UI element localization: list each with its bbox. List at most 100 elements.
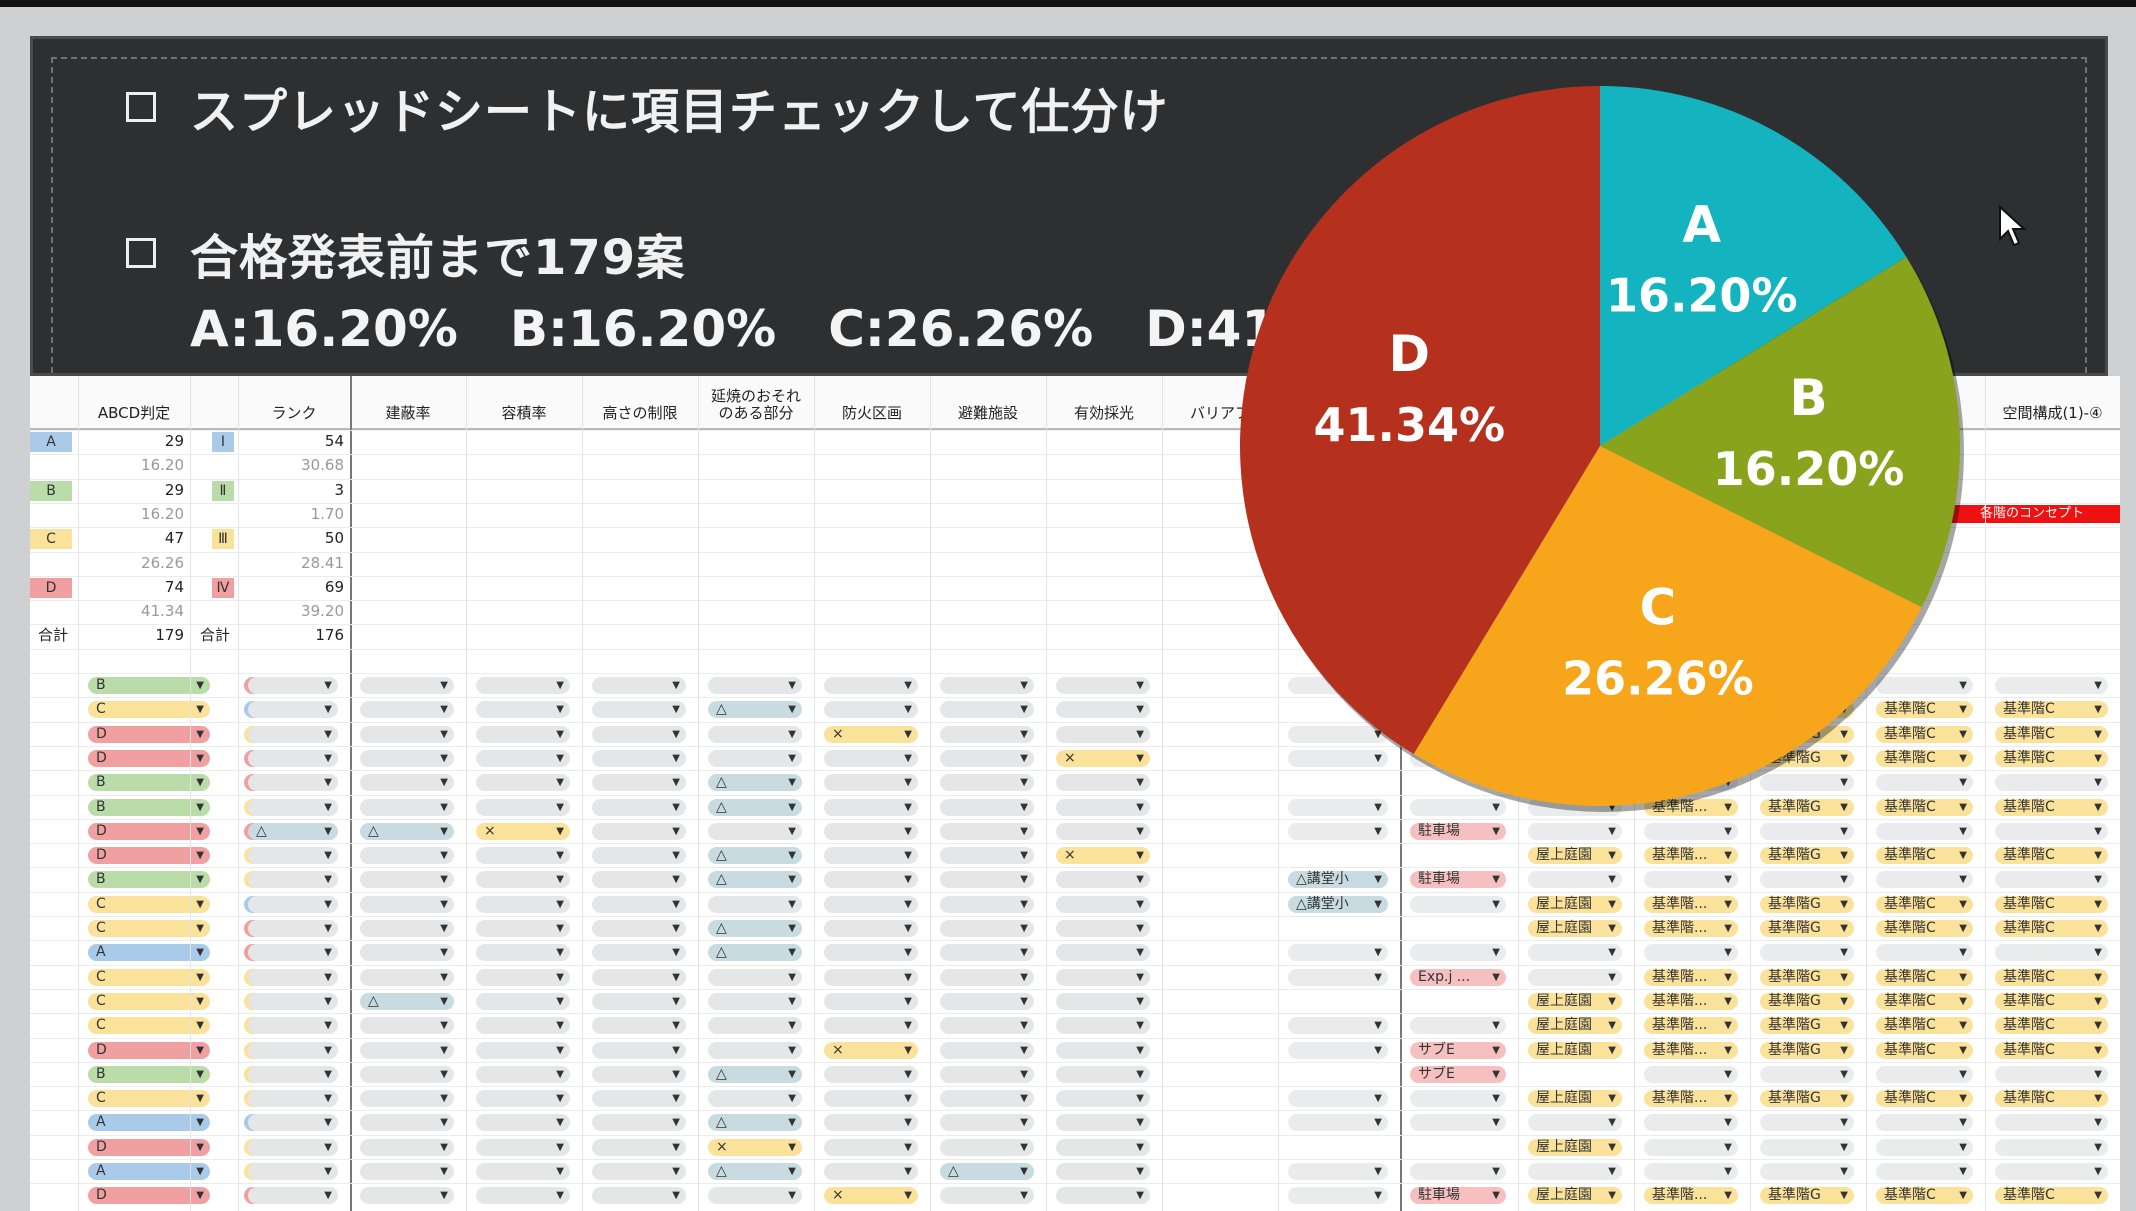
criteria-dropdown[interactable]: 基準階C ▼ (1995, 1187, 2108, 1205)
abcd-dropdown[interactable]: C ▼ (88, 895, 210, 913)
criteria-dropdown[interactable]: ▼ (360, 1090, 454, 1108)
criteria-dropdown[interactable]: ▼ (1410, 895, 1506, 913)
criteria-dropdown[interactable]: ▼ (476, 798, 570, 816)
criteria-dropdown[interactable]: ▼ (1288, 1041, 1388, 1059)
criteria-dropdown[interactable]: ▼ (360, 701, 454, 719)
criteria-dropdown[interactable]: ▼ (708, 1041, 802, 1059)
criteria-dropdown[interactable]: 基準階C ▼ (1876, 920, 1973, 937)
criteria-dropdown[interactable]: ▼ (248, 725, 338, 743)
criteria-dropdown[interactable]: ▼ (248, 1114, 338, 1132)
criteria-dropdown[interactable]: ▼ (824, 992, 918, 1010)
criteria-dropdown[interactable]: ▼ (248, 701, 338, 719)
criteria-dropdown[interactable]: ▼ (1644, 822, 1738, 840)
criteria-dropdown[interactable]: ▼ (1410, 1163, 1506, 1180)
criteria-dropdown[interactable]: △ ▼ (360, 822, 454, 840)
criteria-dropdown[interactable]: ▼ (592, 701, 686, 719)
criteria-dropdown[interactable]: ▼ (248, 798, 338, 816)
criteria-dropdown[interactable]: ▼ (1876, 1114, 1973, 1132)
criteria-dropdown[interactable]: 基準階... ▼ (1644, 1041, 1738, 1059)
criteria-dropdown[interactable]: ▼ (708, 749, 802, 767)
criteria-dropdown[interactable]: ▼ (824, 677, 918, 694)
criteria-dropdown[interactable]: ▼ (592, 749, 686, 767)
criteria-dropdown[interactable]: ▼ (248, 677, 338, 694)
criteria-dropdown[interactable]: ▼ (824, 968, 918, 986)
criteria-dropdown[interactable]: ▼ (1876, 774, 1973, 792)
criteria-dropdown[interactable]: 基準階C ▼ (1995, 749, 2108, 767)
criteria-dropdown[interactable]: ▼ (708, 1017, 802, 1035)
criteria-dropdown[interactable]: ▼ (708, 725, 802, 743)
criteria-dropdown[interactable]: 基準階C ▼ (1876, 847, 1973, 865)
criteria-dropdown[interactable]: ▼ (824, 847, 918, 865)
criteria-dropdown[interactable]: ▼ (940, 725, 1034, 743)
criteria-dropdown[interactable]: ▼ (824, 920, 918, 937)
abcd-dropdown[interactable]: A ▼ (88, 1114, 210, 1132)
criteria-dropdown[interactable]: ▼ (1056, 1138, 1150, 1156)
criteria-dropdown[interactable]: △ ▼ (708, 920, 802, 937)
criteria-dropdown[interactable]: ▼ (1995, 677, 2108, 694)
criteria-dropdown[interactable]: ▼ (476, 749, 570, 767)
criteria-dropdown[interactable]: ▼ (824, 895, 918, 913)
criteria-dropdown[interactable]: ▼ (248, 968, 338, 986)
criteria-dropdown[interactable]: 基準階G ▼ (1760, 920, 1854, 937)
criteria-dropdown[interactable]: ▼ (1644, 1163, 1738, 1180)
criteria-dropdown[interactable]: 屋上庭園 ▼ (1528, 1017, 1622, 1035)
criteria-dropdown[interactable]: 基準階... ▼ (1644, 1187, 1738, 1205)
criteria-dropdown[interactable]: ▼ (940, 920, 1034, 937)
criteria-dropdown[interactable]: ▼ (360, 1041, 454, 1059)
criteria-dropdown[interactable]: 基準階C ▼ (1876, 968, 1973, 986)
criteria-dropdown[interactable]: ▼ (1056, 1114, 1150, 1132)
criteria-dropdown[interactable]: ▼ (360, 895, 454, 913)
column-header[interactable]: ランク (271, 404, 317, 422)
criteria-dropdown[interactable]: ▼ (708, 1090, 802, 1108)
abcd-dropdown[interactable]: D ▼ (88, 749, 210, 767)
criteria-dropdown[interactable]: 基準階... ▼ (1644, 1017, 1738, 1035)
criteria-dropdown[interactable]: ▼ (1056, 798, 1150, 816)
criteria-dropdown[interactable]: ▼ (708, 992, 802, 1010)
criteria-dropdown[interactable]: ▼ (476, 920, 570, 937)
criteria-dropdown[interactable]: ▼ (476, 1114, 570, 1132)
column-header[interactable]: 高さの制限 (602, 404, 678, 422)
criteria-dropdown[interactable]: ▼ (1056, 1187, 1150, 1205)
criteria-dropdown[interactable]: 基準階C ▼ (1995, 1090, 2108, 1108)
criteria-dropdown[interactable]: ▼ (1056, 701, 1150, 719)
criteria-dropdown[interactable]: ▼ (1056, 871, 1150, 889)
criteria-dropdown[interactable]: ▼ (1056, 725, 1150, 743)
criteria-dropdown[interactable]: 基準階G ▼ (1760, 968, 1854, 986)
criteria-dropdown[interactable]: ▼ (360, 1114, 454, 1132)
criteria-dropdown[interactable]: 駐車場 ▼ (1410, 1187, 1506, 1205)
criteria-dropdown[interactable]: 基準階C ▼ (1876, 1187, 1973, 1205)
criteria-dropdown[interactable]: ▼ (1410, 1090, 1506, 1108)
criteria-dropdown[interactable]: ▼ (1410, 1114, 1506, 1132)
criteria-dropdown[interactable]: △ ▼ (360, 992, 454, 1010)
criteria-dropdown[interactable]: ▼ (476, 847, 570, 865)
criteria-dropdown[interactable]: ▼ (476, 1090, 570, 1108)
criteria-dropdown[interactable]: × ▼ (1056, 847, 1150, 865)
criteria-dropdown[interactable]: ▼ (592, 992, 686, 1010)
criteria-dropdown[interactable]: 基準階C ▼ (1995, 895, 2108, 913)
criteria-dropdown[interactable]: ▼ (940, 968, 1034, 986)
abcd-dropdown[interactable]: C ▼ (88, 701, 210, 719)
criteria-dropdown[interactable]: ▼ (592, 725, 686, 743)
criteria-dropdown[interactable]: ▼ (248, 944, 338, 962)
criteria-dropdown[interactable]: 基準階... ▼ (1644, 968, 1738, 986)
criteria-dropdown[interactable]: ▼ (360, 774, 454, 792)
criteria-dropdown[interactable]: ▼ (1056, 920, 1150, 937)
criteria-dropdown[interactable]: ▼ (476, 871, 570, 889)
criteria-dropdown[interactable]: ▼ (592, 968, 686, 986)
column-header[interactable]: 避難施設 (957, 404, 1018, 422)
criteria-dropdown[interactable]: 基準階C ▼ (1876, 1017, 1973, 1035)
criteria-dropdown[interactable]: ▼ (476, 1041, 570, 1059)
abcd-dropdown[interactable]: A ▼ (88, 944, 210, 962)
criteria-dropdown[interactable]: ▼ (1876, 871, 1973, 889)
criteria-dropdown[interactable]: × ▼ (708, 1138, 802, 1156)
criteria-dropdown[interactable]: ▼ (940, 749, 1034, 767)
criteria-dropdown[interactable]: ▼ (940, 1090, 1034, 1108)
criteria-dropdown[interactable]: 屋上庭園 ▼ (1528, 895, 1622, 913)
criteria-dropdown[interactable]: ▼ (1644, 944, 1738, 962)
criteria-dropdown[interactable]: ▼ (248, 1090, 338, 1108)
criteria-dropdown[interactable]: 基準階C ▼ (1876, 725, 1973, 743)
criteria-dropdown[interactable]: ▼ (1760, 1114, 1854, 1132)
criteria-dropdown[interactable]: △ ▼ (708, 847, 802, 865)
criteria-dropdown[interactable]: ▼ (1288, 798, 1388, 816)
criteria-dropdown[interactable]: ▼ (708, 1187, 802, 1205)
